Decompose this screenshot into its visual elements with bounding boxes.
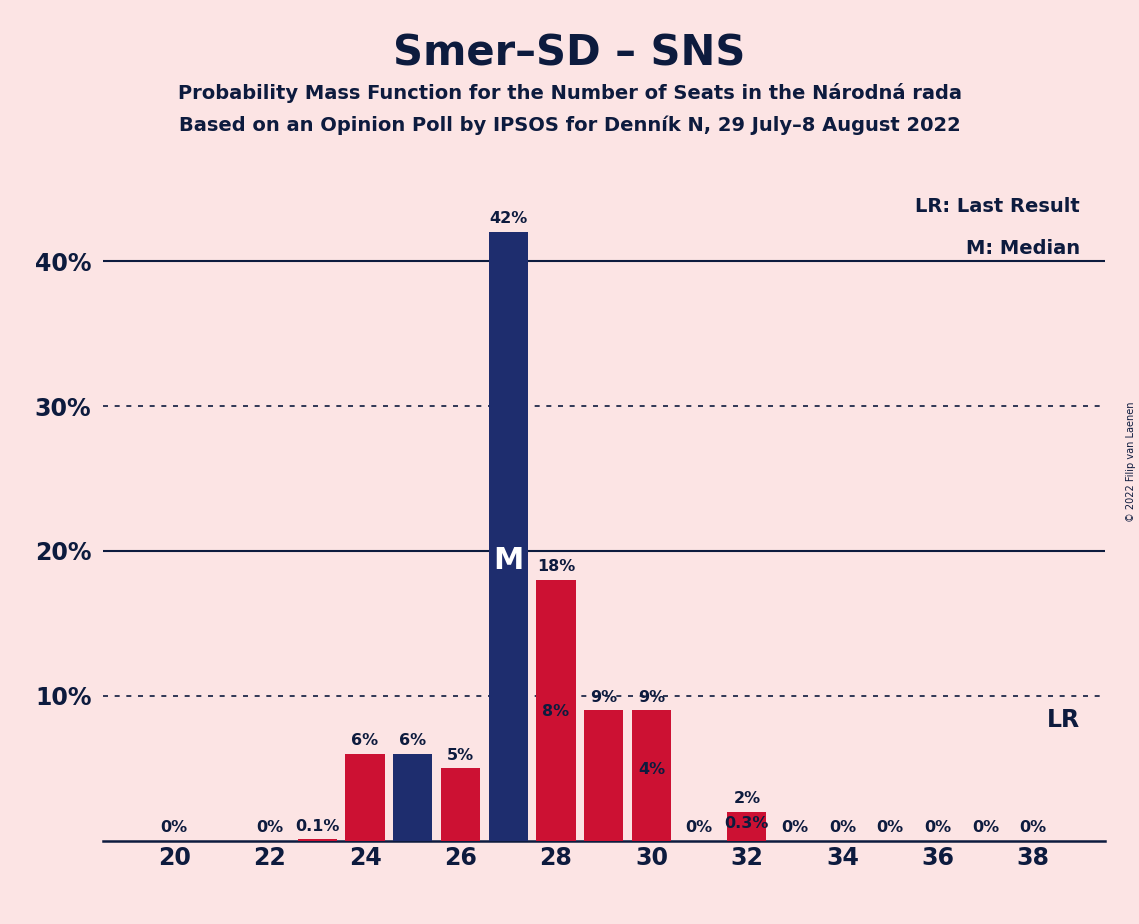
Text: 9%: 9% [638,689,665,705]
Text: 0%: 0% [1019,820,1047,835]
Text: LR: Last Result: LR: Last Result [915,197,1080,216]
Bar [345,754,385,841]
Text: 0%: 0% [161,820,188,835]
Bar [632,711,671,841]
Bar [489,232,527,841]
Text: 6%: 6% [352,733,378,748]
Text: M: M [493,546,524,576]
Text: M: Median: M: Median [966,238,1080,258]
Text: LR: LR [1047,709,1080,733]
Text: 18%: 18% [536,559,575,574]
Text: 0.1%: 0.1% [295,819,339,833]
Bar [393,754,433,841]
Text: 0%: 0% [829,820,855,835]
Bar [297,839,337,841]
Text: 0%: 0% [256,820,284,835]
Text: 0%: 0% [781,820,809,835]
Bar [536,580,575,841]
Text: 4%: 4% [638,762,665,777]
Text: 0%: 0% [686,820,713,835]
Bar [632,783,671,841]
Text: 42%: 42% [489,212,527,226]
Text: 9%: 9% [590,689,617,705]
Text: © 2022 Filip van Laenen: © 2022 Filip van Laenen [1126,402,1136,522]
Text: 0%: 0% [972,820,999,835]
Bar [584,711,623,841]
Text: 5%: 5% [446,748,474,762]
Text: Smer–SD – SNS: Smer–SD – SNS [393,32,746,74]
Text: 6%: 6% [399,733,426,748]
Bar [728,812,767,841]
Text: 0.3%: 0.3% [724,816,769,831]
Text: 0%: 0% [924,820,951,835]
Bar [441,769,480,841]
Bar [728,836,767,841]
Text: 2%: 2% [734,791,761,806]
Bar [536,725,575,841]
Text: Based on an Opinion Poll by IPSOS for Denník N, 29 July–8 August 2022: Based on an Opinion Poll by IPSOS for De… [179,116,960,135]
Text: Probability Mass Function for the Number of Seats in the Národná rada: Probability Mass Function for the Number… [178,83,961,103]
Text: 0%: 0% [877,820,903,835]
Text: 8%: 8% [542,704,570,719]
